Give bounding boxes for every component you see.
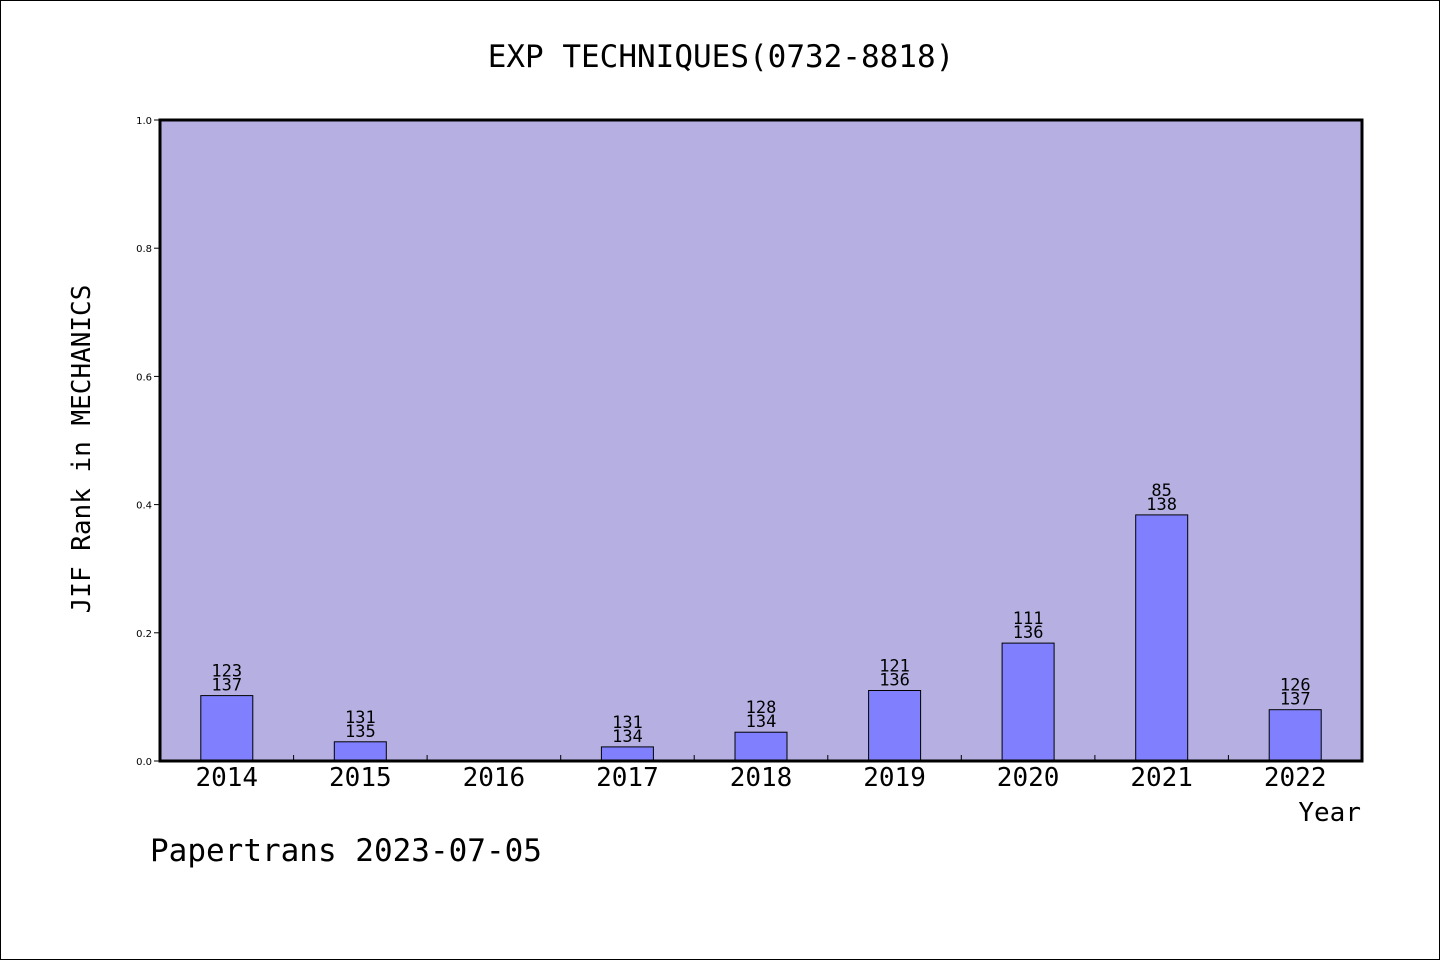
footer-note: Papertrans 2023-07-05 [150,833,542,869]
bar-2015 [333,741,387,762]
x-tick-label-2015: 2015 [329,763,392,793]
bar-rank-label-2017: 131 [612,713,643,733]
bar-total-label-2015: 135 [345,722,376,742]
y-axis-label: JIF Rank in MECHANICS [67,285,97,614]
bar-2021 [1135,514,1189,762]
x-tick-label-2014: 2014 [195,763,258,793]
bar-2022 [1268,709,1322,762]
bar-2017 [600,746,654,762]
x-tick-label-2022: 2022 [1264,763,1327,793]
bar-total-label-2022: 137 [1280,690,1311,710]
bar-rank-label-2022: 126 [1280,676,1311,696]
y-tick-label-0.8: 0.8 [136,244,152,255]
y-tick-label-0.0: 0.0 [136,757,152,768]
y-tick-label-0.4: 0.4 [136,501,152,512]
bar-rank-label-2020: 111 [1013,609,1044,629]
bar-2019 [868,690,922,762]
plot-frame [158,118,1364,763]
bar-total-label-2017: 134 [612,727,643,747]
bar-rank-label-2015: 131 [345,708,376,728]
x-tick-label-2020: 2020 [997,763,1060,793]
bar-total-label-2020: 136 [1013,623,1044,643]
x-tick-label-2016: 2016 [463,763,526,793]
y-tick-label-0.2: 0.2 [136,629,152,640]
bar-total-label-2019: 136 [879,671,910,691]
bar-rank-label-2021: 85 [1151,481,1171,501]
bar-2018 [734,731,788,762]
bar-total-label-2018: 134 [746,712,777,732]
chart-title: EXP TECHNIQUES(0732-8818) [488,39,955,75]
bar-rank-label-2014: 123 [211,662,242,682]
ticks-layer: 2014 2015 2016 2017 2018 2019 2020 2021 2022 0.0 0… [136,116,1326,793]
x-tick-label-2019: 2019 [863,763,926,793]
bar-total-label-2021: 138 [1146,495,1177,515]
bar-total-label-2014: 137 [211,676,242,696]
bar-rank-label-2019: 121 [879,657,910,677]
bar-rank-label-2018: 128 [746,698,777,718]
x-tick-label-2017: 2017 [596,763,659,793]
bar-2014 [200,695,254,762]
y-tick-label-1.0: 1.0 [136,116,152,127]
x-tick-label-2021: 2021 [1130,763,1193,793]
x-axis-label: Year [1298,798,1361,828]
bar-2020 [1001,642,1055,762]
x-tick-label-2018: 2018 [730,763,793,793]
y-tick-label-0.6: 0.6 [136,372,152,383]
